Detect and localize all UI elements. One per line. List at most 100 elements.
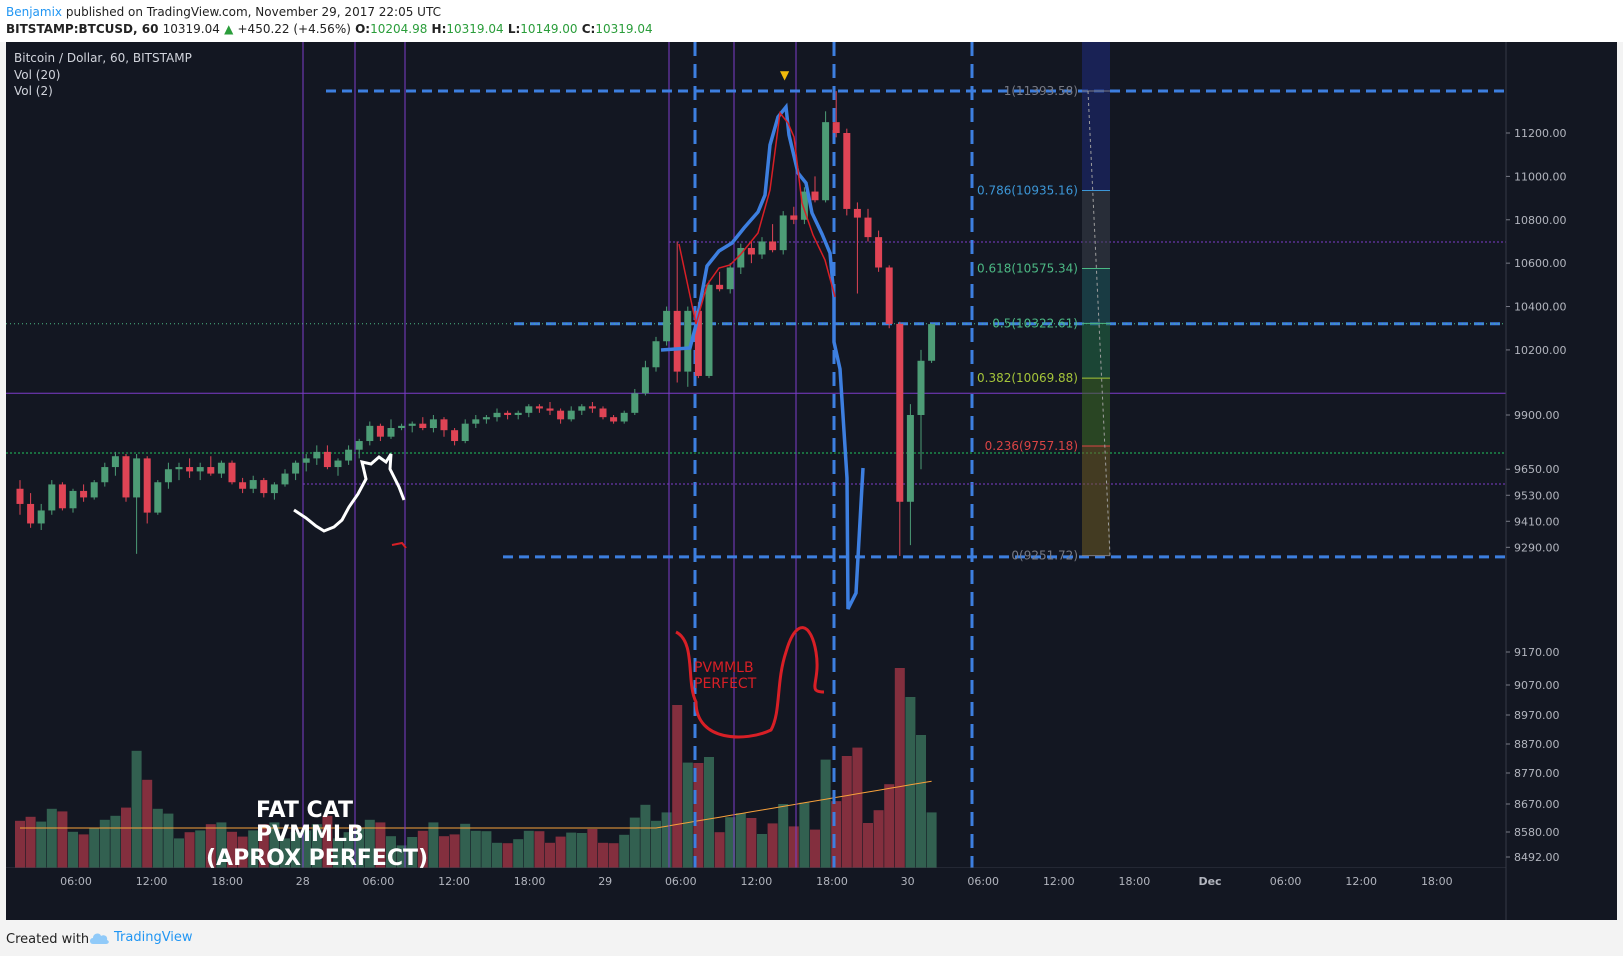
price-tick-label: 9290.00	[1514, 541, 1560, 554]
open-label: O:	[355, 22, 371, 36]
candle-body	[260, 480, 268, 494]
price-tick-label: 8970.00	[1514, 709, 1560, 722]
candle-body	[588, 406, 596, 409]
volume-bar	[831, 801, 842, 868]
time-tick-label: 12:00	[1345, 875, 1377, 888]
candle-body	[472, 419, 480, 424]
volume-bar	[121, 807, 131, 868]
volume-bar	[820, 759, 831, 868]
fib-zone	[1082, 323, 1110, 379]
volume-bar	[725, 817, 736, 868]
candle-body	[620, 412, 628, 422]
candle-body	[80, 490, 88, 498]
candle-body	[239, 482, 247, 489]
candle-body	[631, 393, 639, 413]
time-tick-label: 06:00	[1270, 875, 1302, 888]
created-with-text: Created with	[6, 932, 90, 947]
candle-body	[164, 469, 172, 483]
candle-body	[482, 417, 490, 420]
horizontal-lines	[6, 89, 1506, 559]
volume-bar	[916, 735, 926, 868]
candle-body	[546, 408, 554, 411]
candle-body	[832, 122, 840, 133]
price-tick-label: 9410.00	[1514, 515, 1560, 528]
candle-body	[281, 473, 289, 485]
time-tick-label: 18:00	[816, 875, 848, 888]
candle-body	[69, 490, 77, 509]
candle-body	[822, 122, 830, 201]
volume-bar	[672, 705, 683, 868]
candle-body	[355, 441, 363, 450]
candle-body	[885, 267, 893, 324]
volume-bar	[439, 836, 449, 868]
candle-body	[504, 412, 512, 415]
pvmmlb-note-2: PERFECT	[694, 676, 757, 692]
time-tick-label: 12:00	[1043, 875, 1075, 888]
fib-zone	[1082, 268, 1110, 324]
price-tick-label: 8580.00	[1514, 826, 1560, 839]
time-axis-bg	[6, 868, 1506, 920]
time-tick-label: Dec	[1198, 875, 1221, 888]
volume-bar	[152, 808, 163, 868]
volume-bar	[873, 810, 884, 868]
price-chart[interactable]: 1(11393.58) 0.786(10935.16) 0.618(10575.34…	[6, 42, 1617, 920]
fatcat-line-2: PVMMLB	[256, 822, 364, 847]
candle-body	[175, 467, 183, 470]
candle-body	[514, 412, 522, 415]
candle-body	[875, 237, 883, 268]
candle-body	[111, 456, 119, 468]
high-marker-icon: ▼	[780, 68, 790, 82]
chart-area[interactable]: 1(11393.58) 0.786(10935.16) 0.618(10575.34…	[6, 42, 1617, 920]
volume-bar	[110, 815, 121, 868]
candle-body	[228, 462, 236, 483]
low-label: L:	[507, 22, 521, 36]
volume-bar	[25, 816, 36, 868]
volume-bar	[142, 779, 153, 868]
header-bar: Benjamix published on TradingView.com, N…	[0, 0, 1623, 42]
hand-drawings	[293, 102, 865, 739]
volume-bar	[481, 831, 492, 868]
price-tick-label: 10400.00	[1514, 301, 1567, 314]
price-tick-label: 11200.00	[1514, 127, 1567, 140]
volume-bar	[788, 826, 799, 868]
volume-bar	[89, 828, 100, 868]
candle-body	[853, 208, 861, 218]
volume-bar	[290, 832, 301, 868]
price-tick-label: 8670.00	[1514, 798, 1560, 811]
candle-body	[366, 425, 374, 442]
author-link[interactable]: Benjamix	[6, 5, 63, 19]
candle-body	[37, 510, 45, 524]
tradingview-brand[interactable]: TradingView	[114, 930, 193, 945]
candle-body	[663, 310, 671, 342]
tradingview-link[interactable]: TradingView	[88, 930, 193, 945]
close-value: 10319.04	[595, 22, 653, 36]
volume-bar	[841, 756, 852, 868]
volume-bar	[682, 762, 693, 868]
volume-bar	[248, 830, 259, 868]
fib-zone	[1082, 445, 1110, 556]
volume-bar	[470, 830, 481, 868]
candle-body	[27, 503, 35, 524]
volume-bar	[386, 836, 396, 868]
candle-body	[292, 462, 300, 474]
candle-body	[525, 406, 533, 413]
legend-title: Bitcoin / Dollar, 60, BITSTAMP	[14, 51, 192, 65]
volume-bar	[311, 824, 322, 868]
time-tick-label: 18:00	[1421, 875, 1453, 888]
volume-bar	[492, 842, 502, 868]
volume-bar	[258, 824, 269, 868]
candle-body	[493, 412, 501, 418]
volume-bar	[894, 668, 905, 868]
volume-bar	[375, 822, 386, 868]
candle-body	[747, 247, 755, 255]
volume-bar	[555, 836, 566, 868]
time-tick-label: 06:00	[665, 875, 697, 888]
time-tick-label: 12:00	[438, 875, 470, 888]
candle-body	[186, 467, 194, 472]
candle-body	[323, 451, 331, 468]
candle-body	[737, 247, 745, 268]
volume-bar	[15, 820, 25, 868]
candle-body	[800, 191, 808, 220]
fib-level-label: 0(9251.72)	[1011, 549, 1078, 563]
candle-body	[376, 425, 384, 437]
